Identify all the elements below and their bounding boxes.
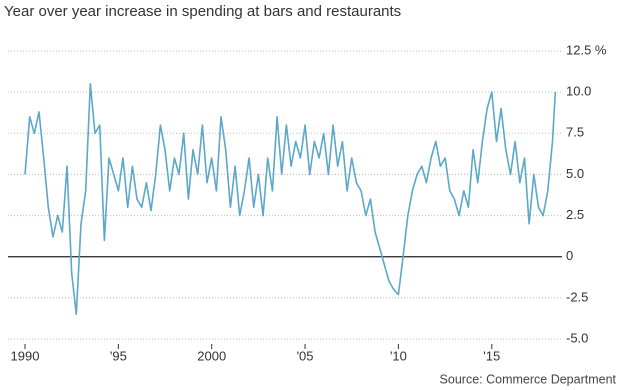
y-tick-label: -2.5 (566, 289, 588, 304)
y-tick-label: -5.0 (566, 330, 588, 345)
data-line (24, 83, 557, 316)
source-note: Source: Commerce Department (440, 372, 617, 386)
x-tick-label: 2000 (197, 348, 226, 363)
x-tick-label: '15 (483, 348, 500, 363)
y-tick-label: 0 (566, 248, 573, 263)
y-tick-label: 7.5 (566, 125, 584, 140)
x-tick-label: '95 (110, 348, 127, 363)
x-tick-label: 1990 (11, 348, 40, 363)
y-tick-label: 12.5 % (566, 42, 607, 57)
x-tick-label: '05 (297, 348, 314, 363)
chart-title: Year over year increase in spending at b… (4, 3, 401, 20)
y-tick-label: 5.0 (566, 166, 584, 181)
x-tick-label: '10 (390, 348, 407, 363)
y-tick-label: 10.0 (566, 84, 591, 99)
y-tick-label: 2.5 (566, 207, 584, 222)
